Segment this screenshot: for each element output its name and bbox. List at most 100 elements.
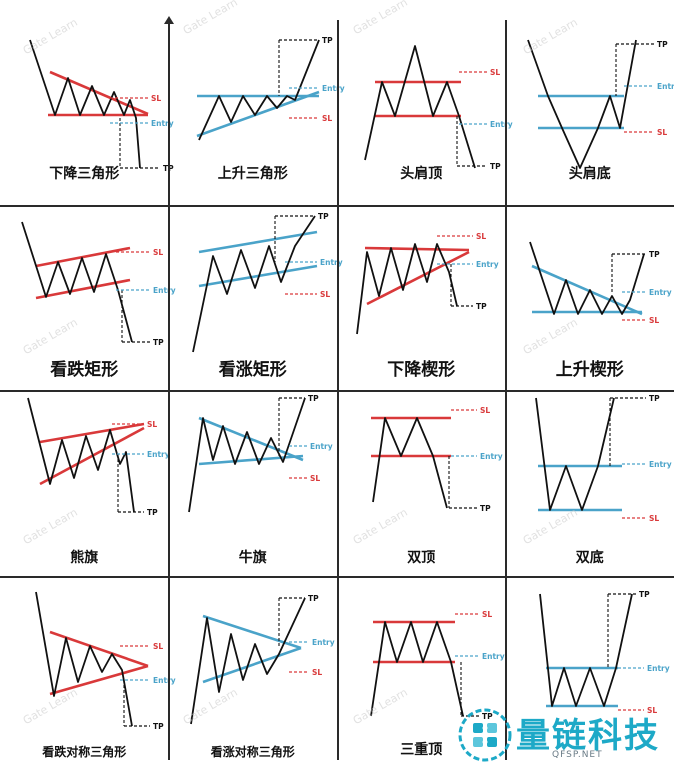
- puzzle-circle-icon: [458, 708, 512, 762]
- pattern-diagram: SL Entry TP: [371, 406, 503, 513]
- trend-line: [530, 264, 643, 316]
- price-path: [528, 241, 645, 315]
- pattern-diagram: TP Entry SL: [538, 590, 670, 715]
- entry-label: Entry: [312, 638, 335, 647]
- pattern-cell: TP Entry SL 头肩底: [506, 0, 674, 192]
- price-path: [21, 221, 133, 343]
- entry-label: Entry: [649, 288, 672, 297]
- trend-line: [49, 630, 149, 668]
- trend-line: [202, 614, 301, 650]
- trend-line: [202, 646, 301, 684]
- pattern-cell: SL Entry TP 下降楔形: [337, 192, 506, 384]
- pattern-diagram: TP Entry SL: [187, 394, 332, 513]
- price-path: [370, 621, 464, 717]
- pattern-diagram: TP Entry SL: [526, 39, 674, 169]
- price-path: [526, 39, 637, 169]
- price-path: [29, 39, 141, 169]
- entry-label: Entry: [322, 84, 345, 93]
- sl-label: SL: [147, 420, 157, 429]
- pattern-title: 上升三角形: [217, 166, 288, 182]
- pattern-cell: SL Entry TP 三重顶: [337, 576, 506, 768]
- entry-label: Entry: [657, 82, 674, 91]
- trend-line: [39, 426, 145, 486]
- price-path: [356, 243, 458, 335]
- trend-line: [198, 230, 317, 254]
- sl-label: SL: [649, 514, 659, 523]
- pattern-title: 熊旗: [70, 550, 99, 566]
- pattern-cell: SL Entry TP 看跌对称三角形: [0, 576, 176, 768]
- pattern-title: 头肩顶: [400, 166, 443, 182]
- row-divider: [0, 576, 674, 578]
- pattern-diagram: TP Entry SL: [534, 394, 672, 523]
- pattern-diagram: SL Entry TP: [356, 232, 499, 335]
- pattern-diagram: TP Entry SL: [189, 594, 335, 725]
- entry-label: Entry: [647, 664, 670, 673]
- pattern-title: 双底: [575, 550, 604, 566]
- pattern-title: 牛旗: [238, 550, 267, 566]
- sl-label: SL: [480, 406, 490, 415]
- sl-label: SL: [151, 94, 161, 103]
- pattern-diagram: SL Entry TP: [21, 221, 176, 347]
- price-path: [27, 397, 135, 513]
- price-path: [534, 397, 615, 511]
- pattern-diagram: SL Entry TP: [364, 45, 513, 171]
- tp-label: TP: [480, 504, 491, 513]
- pattern-diagram: TP Entry SL: [528, 241, 672, 325]
- pattern-cell: SL Entry TP 双顶: [337, 384, 506, 576]
- price-path: [364, 45, 476, 169]
- entry-label: Entry: [320, 258, 343, 267]
- tp-label: TP: [649, 394, 660, 403]
- pattern-title: 三重顶: [400, 742, 443, 758]
- tp-label: TP: [639, 590, 650, 599]
- pattern-cell: TP Entry SL: [506, 576, 674, 768]
- pattern-title: 下降三角形: [49, 166, 120, 182]
- pattern-cell: TP Entry SL 看涨对称三角形: [169, 576, 338, 768]
- pattern-cell: SLEntryTP下降三角形: [0, 0, 174, 192]
- pattern-title: 看涨对称三角形: [210, 745, 295, 759]
- tp-label: TP: [308, 594, 319, 603]
- trend-line: [198, 454, 303, 466]
- entry-label: Entry: [482, 652, 505, 661]
- sl-label: SL: [476, 232, 486, 241]
- pattern-cell: TP Entry SL 牛旗: [169, 384, 338, 576]
- entry-label: Entry: [490, 120, 513, 129]
- pattern-title: 头肩底: [568, 166, 611, 182]
- pattern-diagram: SL Entry TP: [27, 397, 170, 517]
- sl-label: SL: [649, 316, 659, 325]
- entry-label: Entry: [151, 119, 174, 128]
- tp-label: TP: [153, 722, 164, 731]
- entry-label: Entry: [147, 450, 170, 459]
- tp-label: TP: [322, 36, 333, 45]
- sl-label: SL: [482, 610, 492, 619]
- entry-label: Entry: [476, 260, 499, 269]
- sl-label: SL: [657, 128, 667, 137]
- price-path: [189, 597, 306, 725]
- tp-label: TP: [308, 394, 319, 403]
- sl-label: SL: [490, 68, 500, 77]
- tp-label: TP: [490, 162, 501, 171]
- tp-label: TP: [649, 250, 660, 259]
- trend-line: [35, 278, 131, 300]
- pattern-diagram: TP Entry SL: [196, 36, 344, 141]
- pattern-cell: SL Entry TP 熊旗: [0, 384, 170, 576]
- pattern-cell: TP Entry SL 上升三角形: [169, 0, 344, 192]
- entry-label: Entry: [649, 460, 672, 469]
- pattern-cell: TP Entry SL 双底: [506, 384, 674, 576]
- tp-label: TP: [482, 712, 493, 721]
- pattern-title: 双顶: [407, 550, 436, 566]
- brand-url: QFSP.NET: [552, 750, 603, 760]
- price-path: [187, 397, 306, 513]
- entry-label: Entry: [153, 286, 176, 295]
- price-path: [35, 591, 133, 727]
- pattern-title: 下降楔形: [387, 360, 456, 380]
- sl-label: SL: [310, 474, 320, 483]
- trend-line: [39, 422, 145, 444]
- pattern-title: 看跌矩形: [50, 360, 119, 380]
- entry-label: Entry: [153, 676, 176, 685]
- axis-arrow-icon: [164, 16, 174, 24]
- tp-label: TP: [147, 508, 158, 517]
- price-path: [538, 593, 633, 707]
- row-divider: [0, 390, 674, 392]
- pattern-cell: SL Entry TP 头肩顶: [337, 0, 513, 192]
- brand-block: 量链科技 QFSP.NET: [456, 706, 670, 766]
